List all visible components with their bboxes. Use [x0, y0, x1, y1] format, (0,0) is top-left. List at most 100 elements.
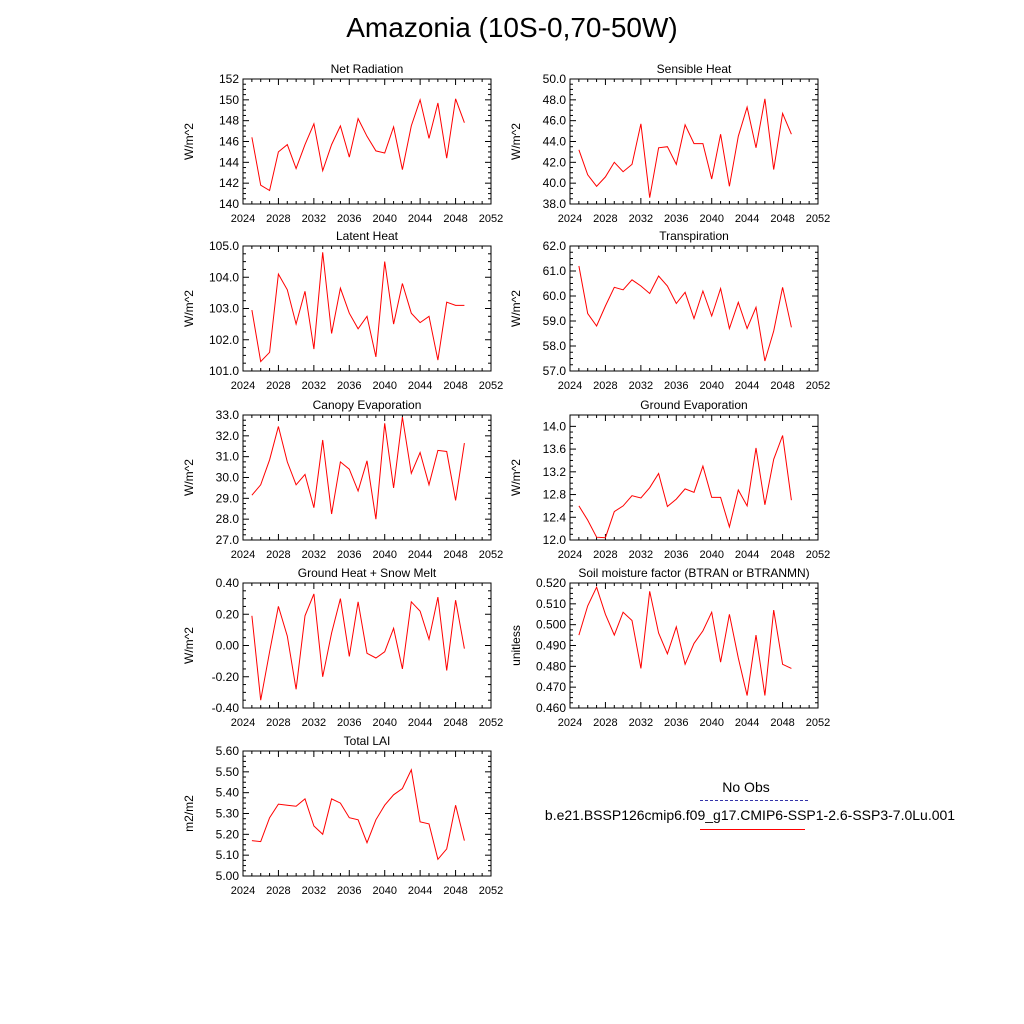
x-tick-label: 2032	[629, 213, 653, 225]
legend-model-label: b.e21.BSSP126cmip6.f09_g17.CMIP6-SSP1-2.…	[544, 807, 956, 823]
x-tick-label: 2052	[479, 213, 503, 225]
plot-frame	[242, 582, 492, 709]
y-tick-label: 5.00	[216, 869, 240, 883]
y-tick-label: 12.8	[543, 488, 567, 502]
x-tick-label: 2048	[770, 380, 794, 392]
series-line	[251, 768, 465, 861]
y-tick-label: 0.510	[536, 597, 566, 611]
series-line	[578, 265, 792, 362]
y-tick-label: -0.40	[212, 701, 240, 715]
x-tick-label: 2048	[443, 213, 467, 225]
x-tick-label: 2036	[664, 717, 688, 729]
y-tick-label: 0.500	[536, 618, 566, 632]
y-axis-label: m2/m2	[182, 795, 196, 832]
x-tick-label: 2044	[408, 380, 432, 392]
x-tick-label: 2052	[806, 213, 830, 225]
panel-2: 2024 2028 2032 2036 2040 2044 2048 2052 101.0 102…	[182, 229, 503, 392]
series-line	[251, 417, 465, 520]
y-tick-label: 101.0	[209, 364, 239, 378]
x-tick-label: 2040	[372, 380, 396, 392]
y-tick-label: 27.0	[216, 533, 240, 547]
y-tick-label: 104.0	[209, 270, 239, 284]
y-tick-label: 31.0	[216, 450, 240, 464]
y-tick-label: 42.0	[543, 155, 567, 169]
y-tick-label: 28.0	[216, 512, 240, 526]
series-line	[578, 435, 792, 539]
series-line	[251, 252, 465, 363]
x-tick-label: 2052	[806, 717, 830, 729]
x-tick-label: 2024	[231, 717, 255, 729]
panel-0: 2024 2028 2032 2036 2040 2044 2048 2052 140 142 14…	[182, 62, 503, 225]
y-tick-label: 5.40	[216, 786, 240, 800]
x-tick-label: 2048	[443, 549, 467, 561]
y-tick-label: 62.0	[543, 239, 567, 253]
x-tick-label: 2024	[231, 380, 255, 392]
y-tick-label: 40.0	[543, 176, 567, 190]
series-line	[578, 585, 792, 696]
x-tick-label: 2040	[372, 885, 396, 897]
plot-frame	[569, 414, 819, 541]
y-tick-label: 12.0	[543, 533, 567, 547]
y-axis-label: unitless	[509, 625, 523, 666]
y-tick-label: 5.30	[216, 807, 240, 821]
panel-title: Ground Evaporation	[640, 398, 747, 412]
y-tick-label: 0.20	[216, 607, 240, 621]
plot-frame	[242, 78, 492, 205]
y-tick-label: 13.6	[543, 442, 567, 456]
x-tick-label: 2028	[266, 549, 290, 561]
panel-4: 2024 2028 2032 2036 2040 2044 2048 2052 27.0 28.0…	[182, 398, 503, 561]
x-tick-label: 2052	[806, 380, 830, 392]
panel-7: 2024 2028 2032 2036 2040 2044 2048 2052 0.460 0.4…	[509, 566, 830, 729]
y-tick-label: 13.2	[543, 465, 567, 479]
y-tick-label: 60.0	[543, 289, 567, 303]
x-tick-label: 2048	[443, 885, 467, 897]
x-tick-label: 2052	[479, 380, 503, 392]
x-tick-label: 2044	[408, 213, 432, 225]
y-axis-label: W/m^2	[182, 627, 196, 664]
plot-frame	[569, 78, 819, 205]
panel-title: Transpiration	[659, 229, 729, 243]
x-tick-label: 2036	[337, 380, 361, 392]
y-tick-label: 105.0	[209, 239, 239, 253]
x-tick-label: 2028	[593, 549, 617, 561]
x-tick-label: 2028	[266, 213, 290, 225]
x-tick-label: 2044	[408, 549, 432, 561]
x-tick-label: 2036	[337, 213, 361, 225]
x-tick-label: 2044	[408, 717, 432, 729]
x-tick-label: 2024	[558, 717, 582, 729]
panel-title: Sensible Heat	[657, 62, 732, 76]
y-tick-label: 5.10	[216, 848, 240, 862]
plot-frame	[569, 582, 819, 709]
y-tick-label: 38.0	[543, 197, 567, 211]
y-tick-label: 33.0	[216, 408, 240, 422]
y-tick-label: 14.0	[543, 419, 567, 433]
panel-1: 2024 2028 2032 2036 2040 2044 2048 2052 38.0 40.0…	[509, 62, 830, 225]
panel-8: 2024 2028 2032 2036 2040 2044 2048 2052 5.00 5.10…	[182, 734, 503, 897]
x-tick-label: 2040	[372, 549, 396, 561]
x-tick-label: 2048	[770, 549, 794, 561]
panel-title: Ground Heat + Snow Melt	[298, 566, 437, 580]
x-tick-label: 2024	[231, 549, 255, 561]
panel-5: 2024 2028 2032 2036 2040 2044 2048 2052 12.0 12.4…	[509, 398, 830, 561]
x-tick-label: 2040	[699, 717, 723, 729]
x-tick-label: 2036	[664, 213, 688, 225]
y-tick-label: 0.40	[216, 576, 240, 590]
y-tick-label: 140	[219, 197, 239, 211]
x-tick-label: 2040	[699, 213, 723, 225]
y-tick-label: 144	[219, 155, 239, 169]
x-tick-label: 2028	[593, 717, 617, 729]
x-tick-label: 2044	[735, 213, 759, 225]
y-axis-label: W/m^2	[509, 290, 523, 327]
x-tick-label: 2052	[479, 717, 503, 729]
y-axis-label: W/m^2	[509, 459, 523, 496]
legend-model-line	[700, 829, 805, 830]
x-tick-label: 2052	[479, 549, 503, 561]
y-tick-label: 46.0	[543, 114, 567, 128]
y-tick-label: 32.0	[216, 429, 240, 443]
x-tick-label: 2048	[443, 717, 467, 729]
panel-3: 2024 2028 2032 2036 2040 2044 2048 2052 57.0 58.0…	[509, 229, 830, 392]
x-tick-label: 2028	[593, 213, 617, 225]
x-tick-label: 2024	[231, 885, 255, 897]
y-tick-label: 103.0	[209, 302, 239, 316]
